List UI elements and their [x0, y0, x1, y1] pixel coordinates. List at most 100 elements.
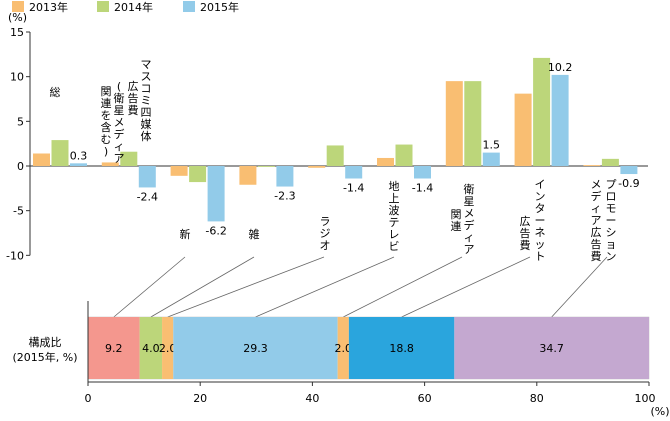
category-label-8: 広告費	[520, 215, 531, 252]
data-labels: 0.3 -2.4 -6.2 -2.3 -1.4 -1.4 1.5 10.2 -0.9	[70, 61, 640, 238]
bar-2-4	[257, 166, 275, 167]
bar-3-9	[620, 166, 638, 175]
category-label-5: ラジオ	[320, 215, 331, 252]
category-label-2: マスコミ四媒体	[141, 58, 152, 143]
legend-swatch-2	[97, 1, 109, 12]
legend-swatch-3	[183, 1, 195, 12]
segment-label-5: 2.0	[335, 342, 353, 355]
segment-7	[454, 317, 649, 379]
x-tick-label: 60	[418, 392, 432, 405]
data-label-7: 1.5	[483, 139, 501, 152]
connector-lines	[113, 256, 608, 318]
bar-2-8	[533, 57, 551, 167]
bar-1-1	[33, 153, 50, 166]
category-label-2: 関連を含む)	[101, 85, 112, 158]
y-tick-label: 5	[17, 115, 24, 128]
bar-3-4	[276, 166, 294, 187]
connector-line-7	[551, 256, 608, 318]
data-label-3: -6.2	[205, 224, 226, 237]
bar-2-6	[395, 144, 413, 166]
bar-2-3	[189, 166, 207, 183]
bar-3-3	[207, 166, 225, 222]
segment-label-1: 9.2	[105, 342, 123, 355]
growth-rate-bar-chart: 15 10 5 0 -5 -10 (%) 0.3 -2.4 -6.2 -2.3 -1.4 -1.4 1.…	[6, 11, 648, 263]
x-tick-label: 100	[635, 392, 656, 405]
bar-1-6	[377, 157, 394, 166]
x-tick-label: 80	[530, 392, 544, 405]
bar-3-7	[482, 152, 500, 166]
connector-line-1	[113, 256, 186, 318]
segment-5	[337, 317, 349, 379]
category-label-2: 広告費	[128, 80, 139, 117]
bar-3-1	[70, 163, 87, 166]
bar-1-8	[514, 93, 532, 166]
y-tick-label: -5	[13, 205, 24, 218]
chart-legend: 2013年 2014年 2015年	[12, 0, 239, 14]
y-tick-label: 0	[17, 160, 24, 173]
data-label-6: -1.4	[412, 182, 433, 195]
bar-1-9	[583, 165, 601, 166]
bar-3-5	[345, 166, 363, 179]
x-tick-label: 20	[193, 392, 207, 405]
bar-1-2	[101, 162, 119, 166]
segment-1	[88, 317, 140, 379]
y-tick-label: 10	[10, 71, 24, 84]
segment-label-6: 18.8	[389, 342, 414, 355]
category-label-4: 雑	[249, 227, 260, 241]
segment-label-4: 29.3	[243, 342, 268, 355]
data-label-9: -0.9	[618, 177, 639, 190]
x-tick-label: 40	[305, 392, 319, 405]
category-label-9: メディア広告費	[591, 178, 602, 263]
bar-2-7	[464, 81, 482, 166]
connector-line-6	[401, 256, 531, 318]
segment-3	[162, 317, 174, 379]
data-label-4: -2.3	[274, 190, 295, 203]
category-label-2: (衛星メディア	[114, 80, 125, 165]
bar-3-8	[551, 74, 569, 166]
legend-label-1: 2013年	[29, 0, 68, 14]
connector-line-4	[255, 256, 395, 318]
category-label-8: インターネット	[535, 178, 546, 263]
x-axis: 0 20 40 60 80 100(%)	[85, 301, 670, 418]
data-label-1: 0.3	[70, 149, 88, 162]
category-label-7: 関連	[451, 208, 462, 233]
bar-1-3	[170, 166, 188, 176]
bar-3-2	[138, 166, 156, 188]
data-label-5: -1.4	[343, 182, 364, 195]
category-label-6: 地上波テレビ	[389, 180, 400, 253]
y-tick-label: 15	[10, 26, 24, 39]
bar-2-2	[120, 151, 138, 166]
y-unit-label: (%)	[8, 11, 27, 24]
category-label-3: 新	[180, 227, 191, 241]
category-label-1: 総	[50, 85, 61, 99]
bar-1-7	[445, 81, 463, 166]
legend-swatch-1	[12, 1, 24, 12]
x-unit-label: (%)	[650, 405, 669, 418]
segment-2	[139, 317, 163, 379]
data-label-2: -2.4	[137, 190, 158, 203]
connector-line-2	[150, 256, 255, 318]
bar-2-5	[326, 145, 344, 166]
y-tick-label: -10	[6, 249, 24, 262]
bar-2-9	[601, 158, 619, 166]
legend-label-3: 2015年	[200, 0, 239, 14]
segment-label-2: 4.0	[142, 342, 160, 355]
composition-label-1: 構成比	[29, 336, 62, 349]
segment-4	[173, 317, 338, 379]
bar-3-6	[414, 166, 431, 179]
segment-label-7: 34.7	[539, 342, 564, 355]
legend-label-2: 2014年	[114, 0, 153, 14]
connector-line-5	[343, 256, 463, 318]
segment-6	[348, 317, 455, 379]
category-label-7: 衛星メディア	[464, 183, 475, 256]
category-label-9: プロモーション	[606, 178, 617, 263]
data-label-8: 10.2	[548, 61, 573, 74]
connector-line-3	[167, 256, 325, 318]
bar-2-1	[51, 140, 69, 166]
bars	[33, 57, 638, 222]
x-tick-label: 0	[85, 392, 92, 405]
